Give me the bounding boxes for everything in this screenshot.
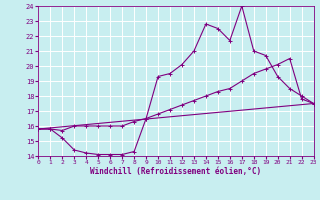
X-axis label: Windchill (Refroidissement éolien,°C): Windchill (Refroidissement éolien,°C) xyxy=(91,167,261,176)
